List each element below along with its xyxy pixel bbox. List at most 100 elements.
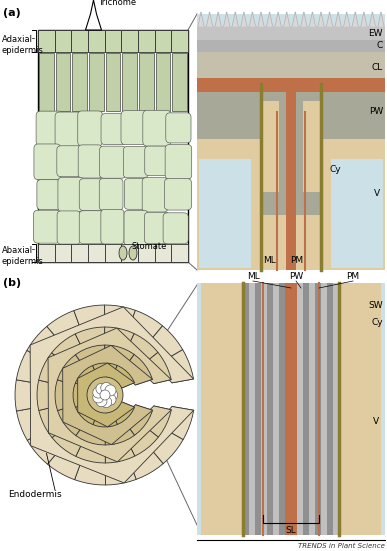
Polygon shape [232,12,238,26]
Polygon shape [105,327,134,350]
Bar [333,283,339,535]
FancyBboxPatch shape [79,210,103,244]
Polygon shape [73,383,88,407]
Polygon shape [335,12,341,26]
Polygon shape [250,12,255,26]
FancyBboxPatch shape [78,145,102,178]
Text: (b): (b) [3,278,21,288]
Polygon shape [128,310,163,343]
Bar [171,244,188,262]
FancyBboxPatch shape [142,177,168,212]
Polygon shape [284,12,290,26]
Bar [273,283,279,535]
Bar [197,14,385,270]
Bar [88,30,104,52]
Text: Cy: Cy [372,318,383,327]
FancyBboxPatch shape [79,179,105,210]
Bar [72,53,87,111]
Bar [321,283,327,535]
Polygon shape [301,12,307,26]
Polygon shape [241,12,247,26]
Bar [285,283,297,535]
Polygon shape [15,380,38,411]
Polygon shape [75,327,105,350]
Circle shape [105,385,116,396]
Polygon shape [267,12,272,26]
FancyBboxPatch shape [57,146,82,177]
Bar [309,283,315,535]
Polygon shape [128,447,163,479]
Circle shape [93,392,104,403]
Bar [156,53,170,111]
Polygon shape [370,12,375,26]
FancyBboxPatch shape [34,144,61,180]
Bar [38,244,55,262]
Bar [106,53,120,111]
Polygon shape [16,407,46,440]
Polygon shape [57,355,86,385]
Bar [104,30,122,52]
Polygon shape [86,0,101,30]
Text: SW: SW [368,301,383,310]
Polygon shape [51,334,83,364]
Text: CL: CL [372,63,383,73]
Polygon shape [16,350,46,383]
Circle shape [105,394,116,405]
Polygon shape [378,12,384,26]
Polygon shape [127,426,158,456]
FancyBboxPatch shape [166,113,191,143]
Bar [261,100,279,192]
Bar [291,283,297,535]
Bar [297,283,303,535]
Polygon shape [198,12,204,26]
Bar [279,283,285,535]
Bar [327,283,333,535]
Polygon shape [258,12,264,26]
Bar [255,283,261,535]
Bar [197,84,385,139]
Polygon shape [76,421,105,445]
Polygon shape [74,305,105,331]
Polygon shape [105,440,135,463]
Polygon shape [105,345,134,369]
FancyBboxPatch shape [145,146,168,175]
Text: Cy: Cy [329,165,341,174]
FancyBboxPatch shape [99,146,126,178]
Polygon shape [144,406,171,437]
Bar [89,53,104,111]
Polygon shape [105,421,135,445]
Bar [315,283,321,535]
Polygon shape [149,429,183,464]
FancyBboxPatch shape [164,179,192,210]
Polygon shape [112,402,135,424]
Polygon shape [30,307,194,483]
Text: ML: ML [247,272,259,281]
Circle shape [100,390,110,400]
Polygon shape [361,12,367,26]
Bar [138,30,155,52]
Polygon shape [63,345,152,445]
Bar [197,283,385,535]
FancyBboxPatch shape [55,112,82,147]
Bar [339,283,381,535]
Bar [71,30,88,52]
Bar [38,30,55,52]
Polygon shape [75,345,105,369]
Bar [286,92,296,270]
Bar [171,30,188,52]
Polygon shape [112,365,135,388]
Polygon shape [164,350,194,383]
Circle shape [96,383,107,395]
Bar [39,53,54,111]
Polygon shape [215,12,221,26]
Circle shape [101,397,112,408]
Bar [155,244,171,262]
Bar [55,30,71,52]
Polygon shape [75,365,98,388]
FancyBboxPatch shape [99,179,123,210]
Bar [122,53,137,111]
Bar [243,283,249,535]
Polygon shape [124,405,152,435]
Polygon shape [224,12,230,26]
Polygon shape [127,333,158,364]
